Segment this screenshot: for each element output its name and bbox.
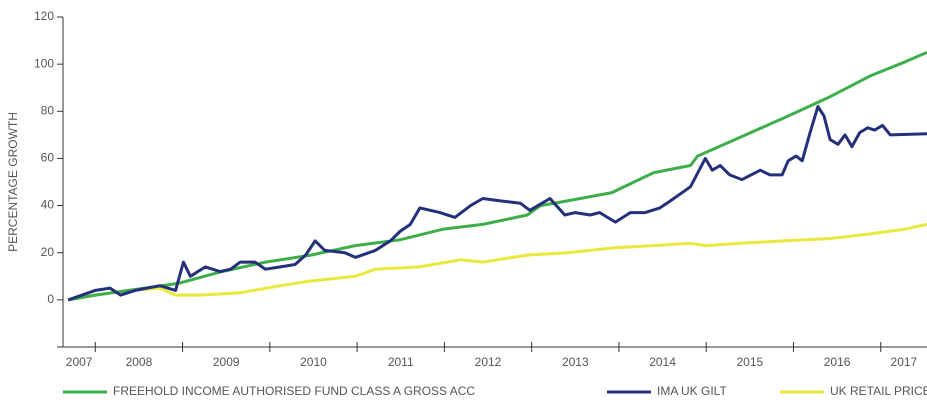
legend-label: FREEHOLD INCOME AUTHORISED FUND CLASS A … xyxy=(113,384,475,398)
x-tick-label: 2017 xyxy=(891,355,918,369)
series-line xyxy=(67,51,927,302)
y-tick-label: 60 xyxy=(41,151,55,165)
y-axis-label: PERCENTAGE GROWTH xyxy=(6,112,20,252)
x-tick-label: 2015 xyxy=(736,355,763,369)
y-tick-label: 120 xyxy=(34,9,54,23)
y-tick-label: 0 xyxy=(47,292,54,306)
x-tick-label: 2011 xyxy=(388,355,414,369)
y-tick-label: 20 xyxy=(41,245,55,259)
x-tick-label: 2014 xyxy=(649,355,676,369)
legend-label: UK RETAIL PRICE INDEX xyxy=(830,384,927,398)
x-tick-label: 2012 xyxy=(475,355,502,369)
x-tick-label: 2010 xyxy=(300,355,327,369)
x-tick-label: 2009 xyxy=(213,355,240,369)
x-tick-label: 2013 xyxy=(562,355,589,369)
x-tick-label: 2008 xyxy=(126,355,153,369)
y-tick-label: 80 xyxy=(41,103,55,117)
x-tick-label: 2007 xyxy=(66,355,93,369)
series-line xyxy=(67,222,927,302)
legend-label: IMA UK GILT xyxy=(657,384,727,398)
y-tick-label: 100 xyxy=(34,56,54,70)
x-tick-label: 2016 xyxy=(824,355,851,369)
y-tick-label: 40 xyxy=(41,198,55,212)
series-line xyxy=(67,105,927,302)
